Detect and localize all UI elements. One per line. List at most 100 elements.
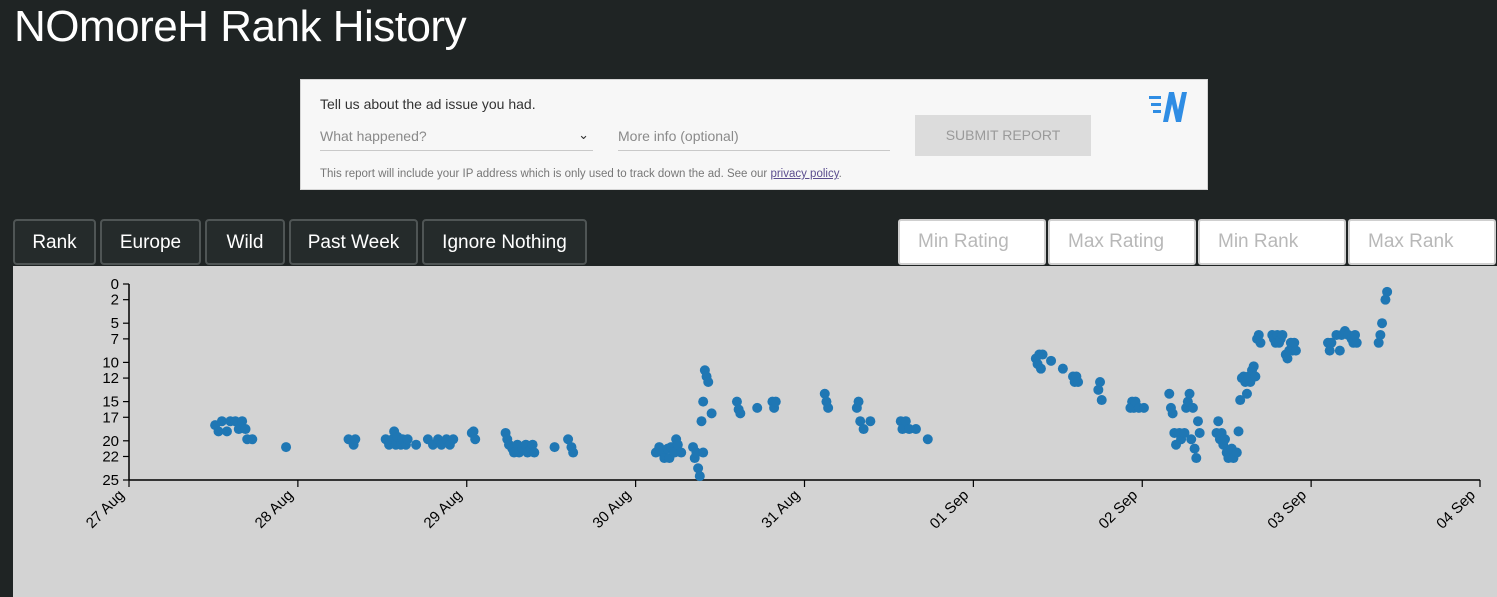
data-point <box>1377 318 1388 329</box>
data-point <box>1326 337 1337 348</box>
data-point <box>411 439 422 450</box>
data-point <box>1213 416 1224 427</box>
time-range-button[interactable]: Past Week <box>289 219 418 265</box>
region-button[interactable]: Europe <box>100 219 201 265</box>
max-rating-input[interactable]: Max Rating <box>1048 219 1196 265</box>
data-point <box>698 447 709 458</box>
ad-report-heading: Tell us about the ad issue you had. <box>320 96 536 112</box>
ignore-filter-button[interactable]: Ignore Nothing <box>422 219 587 265</box>
data-point <box>1334 345 1345 356</box>
data-point <box>470 434 481 445</box>
y-tick-label: 10 <box>102 354 119 371</box>
data-point <box>865 416 876 427</box>
data-point <box>1324 345 1335 356</box>
min-rating-input[interactable]: Min Rating <box>898 219 1046 265</box>
data-point <box>1046 355 1057 366</box>
data-point <box>1253 329 1264 340</box>
data-point <box>676 447 687 458</box>
x-tick-label: 04 Sep <box>1433 487 1479 533</box>
data-point <box>1167 408 1178 419</box>
y-tick-label: 7 <box>111 331 119 348</box>
ad-report-note: This report will include your IP address… <box>320 168 842 180</box>
ad-report-panel: Tell us about the ad issue you had. What… <box>300 79 1208 190</box>
data-point <box>922 434 933 445</box>
max-rank-input[interactable]: Max Rank <box>1348 219 1496 265</box>
x-tick-label: 01 Sep <box>927 487 973 533</box>
data-point <box>1235 395 1246 406</box>
data-point <box>1138 402 1149 413</box>
data-point <box>568 447 579 458</box>
data-point <box>240 424 251 435</box>
privacy-policy-link[interactable]: privacy policy <box>770 168 839 180</box>
data-point <box>1382 286 1393 297</box>
data-point <box>1037 349 1048 360</box>
data-point <box>1192 416 1203 427</box>
rank-mode-button[interactable]: Rank <box>13 219 96 265</box>
y-tick-label: 15 <box>102 394 119 411</box>
x-tick-label: 27 Aug <box>83 487 128 532</box>
data-point <box>853 396 864 407</box>
data-point <box>1277 329 1288 340</box>
data-point <box>1035 363 1046 374</box>
chevron-down-icon: ⌄ <box>578 127 589 142</box>
min-rank-input[interactable]: Min Rank <box>1198 219 1346 265</box>
data-point <box>1093 384 1104 395</box>
data-point <box>1179 427 1190 438</box>
x-tick-label: 03 Sep <box>1264 487 1310 533</box>
more-info-input[interactable]: More info (optional) <box>618 128 890 151</box>
x-tick-label: 30 Aug <box>589 487 634 532</box>
data-point <box>1189 443 1200 454</box>
y-tick-label: 22 <box>102 448 119 465</box>
data-point <box>735 408 746 419</box>
data-point <box>1250 371 1261 382</box>
brand-n-logo-icon <box>1149 92 1187 122</box>
data-point <box>1255 337 1266 348</box>
data-point <box>1095 377 1106 387</box>
data-point <box>563 434 574 445</box>
data-point <box>706 408 717 419</box>
data-point <box>216 416 227 427</box>
ad-report-note-text: This report will include your IP address… <box>320 168 771 180</box>
x-tick-label: 31 Aug <box>758 487 803 532</box>
data-point <box>819 388 830 399</box>
y-tick-label: 12 <box>102 370 119 387</box>
data-point <box>1057 363 1068 374</box>
y-tick-label: 5 <box>111 315 119 332</box>
data-point <box>1373 337 1384 348</box>
submit-report-button[interactable]: SUBMIT REPORT <box>915 115 1091 156</box>
data-point <box>1233 426 1244 437</box>
data-point <box>1187 402 1198 413</box>
data-point <box>350 434 361 445</box>
data-point <box>213 426 224 437</box>
data-point <box>1241 388 1252 399</box>
data-point <box>910 424 921 435</box>
data-point <box>1231 447 1242 458</box>
what-happened-placeholder: What happened? <box>320 128 427 144</box>
data-point <box>703 377 714 387</box>
y-tick-label: 0 <box>111 276 119 293</box>
data-point <box>529 447 540 458</box>
data-point <box>1282 353 1293 364</box>
data-point <box>221 426 232 437</box>
ad-report-note-end: . <box>838 168 842 180</box>
data-point <box>247 434 258 445</box>
data-point <box>858 424 869 435</box>
data-point <box>1351 337 1362 348</box>
data-point <box>900 416 911 427</box>
data-point <box>1380 294 1391 305</box>
x-tick-label: 02 Sep <box>1095 487 1141 533</box>
data-point <box>237 416 248 427</box>
format-button[interactable]: Wild <box>205 219 285 265</box>
data-point <box>1096 395 1107 406</box>
data-point <box>1186 434 1197 445</box>
data-point <box>696 416 707 427</box>
what-happened-select[interactable]: What happened? ⌄ <box>320 127 593 151</box>
data-point <box>549 442 560 453</box>
data-point <box>1248 361 1259 372</box>
data-point <box>1194 427 1205 438</box>
rank-history-chart: 0 2 5 7 10 12 15 17 20 22 25 27 Aug 28 Aug 29 Aug 30 A… <box>13 266 1497 597</box>
y-tick-label: 17 <box>102 409 119 426</box>
data-point <box>281 442 292 453</box>
data-point <box>527 439 538 450</box>
data-point <box>1289 337 1300 348</box>
